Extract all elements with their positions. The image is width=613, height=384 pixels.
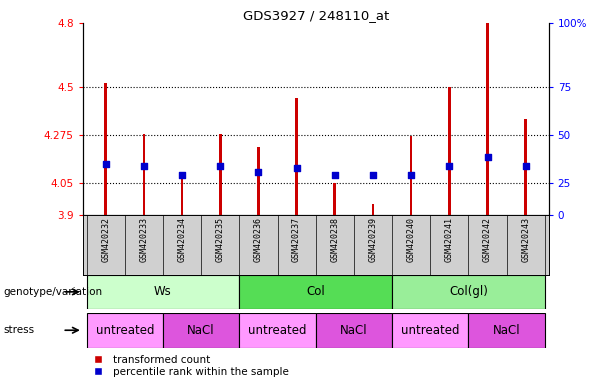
Bar bbox=[524, 119, 527, 215]
Bar bbox=[181, 174, 183, 215]
Bar bbox=[316, 313, 392, 348]
Bar bbox=[257, 147, 260, 215]
Bar bbox=[486, 23, 489, 215]
Point bbox=[215, 163, 225, 169]
Point bbox=[292, 165, 302, 171]
Text: GSM420233: GSM420233 bbox=[139, 217, 148, 262]
Text: GSM420242: GSM420242 bbox=[483, 217, 492, 262]
Text: untreated: untreated bbox=[401, 324, 460, 337]
Text: NaCl: NaCl bbox=[188, 324, 215, 337]
Text: GSM420232: GSM420232 bbox=[101, 217, 110, 262]
Point bbox=[521, 163, 531, 169]
Bar bbox=[448, 87, 451, 215]
Bar bbox=[239, 275, 392, 309]
Legend: transformed count, percentile rank within the sample: transformed count, percentile rank withi… bbox=[88, 355, 289, 377]
Bar bbox=[392, 275, 545, 309]
Text: NaCl: NaCl bbox=[493, 324, 520, 337]
Point bbox=[482, 154, 492, 161]
Bar bbox=[371, 204, 375, 215]
Bar bbox=[163, 313, 239, 348]
Bar bbox=[333, 183, 336, 215]
Text: GSM420241: GSM420241 bbox=[445, 217, 454, 262]
Text: untreated: untreated bbox=[248, 324, 306, 337]
Bar bbox=[468, 313, 545, 348]
Text: GSM420238: GSM420238 bbox=[330, 217, 339, 262]
Text: GSM420234: GSM420234 bbox=[178, 217, 186, 262]
Text: GSM420243: GSM420243 bbox=[521, 217, 530, 262]
Point bbox=[101, 161, 110, 167]
Text: Col: Col bbox=[306, 285, 325, 298]
Point bbox=[254, 169, 264, 175]
Text: GSM420236: GSM420236 bbox=[254, 217, 263, 262]
Bar bbox=[104, 83, 107, 215]
Point bbox=[330, 171, 340, 177]
Text: Col(gl): Col(gl) bbox=[449, 285, 488, 298]
Text: untreated: untreated bbox=[96, 324, 154, 337]
Point bbox=[444, 163, 454, 169]
Bar bbox=[295, 98, 298, 215]
Text: GSM420239: GSM420239 bbox=[368, 217, 378, 262]
Text: NaCl: NaCl bbox=[340, 324, 368, 337]
Text: GSM420237: GSM420237 bbox=[292, 217, 301, 262]
Bar bbox=[392, 313, 468, 348]
Bar bbox=[219, 134, 221, 215]
Bar bbox=[239, 313, 316, 348]
Point bbox=[177, 171, 187, 177]
Point bbox=[406, 171, 416, 177]
Bar bbox=[410, 136, 413, 215]
Point bbox=[368, 171, 378, 177]
Text: GSM420240: GSM420240 bbox=[406, 217, 416, 262]
Text: GSM420235: GSM420235 bbox=[216, 217, 225, 262]
Title: GDS3927 / 248110_at: GDS3927 / 248110_at bbox=[243, 9, 389, 22]
Text: Ws: Ws bbox=[154, 285, 172, 298]
Text: stress: stress bbox=[3, 325, 34, 335]
Bar bbox=[86, 275, 239, 309]
Bar bbox=[86, 313, 163, 348]
Bar bbox=[142, 134, 145, 215]
Point bbox=[139, 163, 149, 169]
Text: genotype/variation: genotype/variation bbox=[3, 287, 102, 297]
